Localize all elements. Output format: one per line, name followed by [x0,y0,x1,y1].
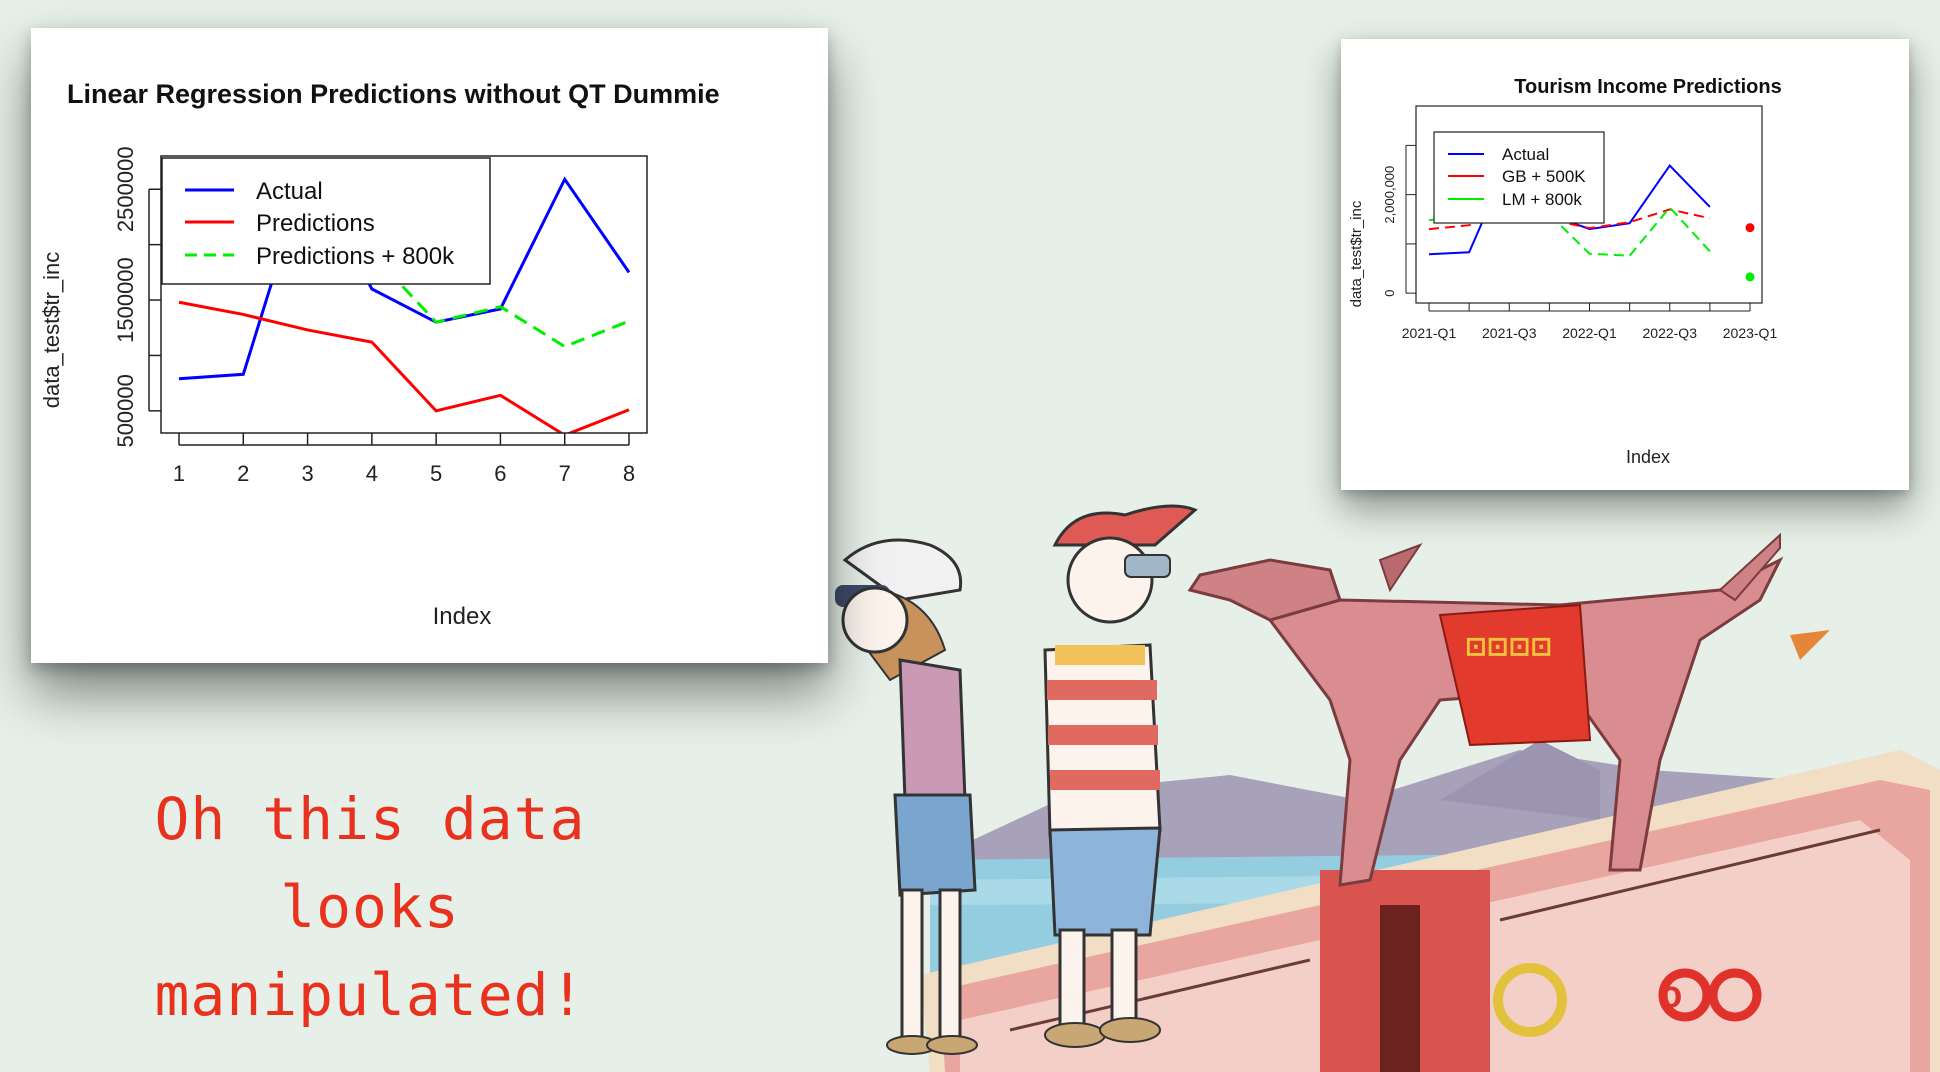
point-2023-q1-0 [1745,223,1755,233]
legend-right-gb: GB + 500K [1502,167,1586,186]
plot-frame-left [160,155,648,434]
chart-right-ylabel: data_test$tr_inc [1348,200,1365,307]
legend-left-predictions-800k: Predictions + 800k [256,243,455,270]
x-tick-label-left: 4 [366,461,378,486]
boy-figure [1043,504,1198,1048]
y-tick-label-right: 0 [1382,290,1397,297]
x-tick-label-left: 1 [173,461,185,486]
x-tick-label-right: 2022-Q3 [1643,325,1698,341]
x-tick-label-left: 7 [559,461,571,486]
dog-figure: ⊡⊡⊡⊡ [1187,532,1830,887]
legend-left-predictions: Predictions [256,210,375,237]
chart-right-title: Tourism Income Predictions [1514,76,1781,98]
chart-right-plot: 2021-Q1 2021-Q3 2022-Q1 2022-Q3 2023-Q1 0 2,00… [1382,105,1778,341]
x-tick-label-left: 6 [494,461,506,486]
x-tick-label-left: 2 [237,461,249,486]
y-tick-label-left: 2500000 [113,146,138,232]
caption-line-2: manipulated! [154,961,586,1029]
chart-left-title: Linear Regression Predictions without QT… [67,79,720,109]
chart-right-legend: Actual GB + 500K LM + 800k [1433,131,1605,224]
point-2023-q1-1 [1745,272,1755,282]
legend-right-lm: LM + 800k [1502,190,1582,209]
x-tick-label-right: 2021-Q1 [1402,325,1457,341]
chart-left-xlabel: Index [433,603,492,630]
chart-right: Tourism Income Predictions 2021-Q1 2021-Q… [1348,76,1782,467]
legend-right-actual: Actual [1502,145,1549,164]
banknote-platform: ᵒ [920,750,1940,1072]
legend-left-actual: Actual [256,178,323,205]
x-tick-label-right: 2022-Q1 [1562,325,1617,341]
y-tick-label-left: 1500000 [113,257,138,343]
girl-figure [835,538,978,1055]
series-line-left-1 [178,300,630,433]
chart-panel-left: Linear Regression Predictions without QT… [31,28,828,663]
x-tick-label-left: 8 [623,461,635,486]
chart-panel-right: Tourism Income Predictions 2021-Q1 2021-Q… [1341,39,1909,490]
x-tick-label-left: 5 [430,461,442,486]
series-line-left-0 [178,163,631,381]
chart-left-ylabel: data_test$tr_inc [39,252,64,409]
series-line-right-1 [1428,208,1711,231]
chart-left-plot: 1 2 3 4 5 6 7 8 500000 1500000 2500000 [113,146,648,486]
x-tick-label-right: 2023-Q1 [1723,325,1778,341]
chart-left: Linear Regression Predictions without QT… [39,79,720,630]
caption: Oh this data looks manipulated! [60,775,680,1039]
svg-text:⊡⊡⊡⊡: ⊡⊡⊡⊡ [1465,631,1552,661]
chart-right-xlabel: Index [1626,447,1670,467]
chart-left-legend: Actual Predictions Predictions + 800k [161,157,491,285]
caption-line-1: Oh this data looks [154,785,586,941]
y-tick-label-left: 500000 [113,374,138,447]
x-tick-label-right: 2021-Q3 [1482,325,1537,341]
y-tick-label-right: 2,000,000 [1382,166,1397,224]
x-tick-label-left: 3 [301,461,313,486]
